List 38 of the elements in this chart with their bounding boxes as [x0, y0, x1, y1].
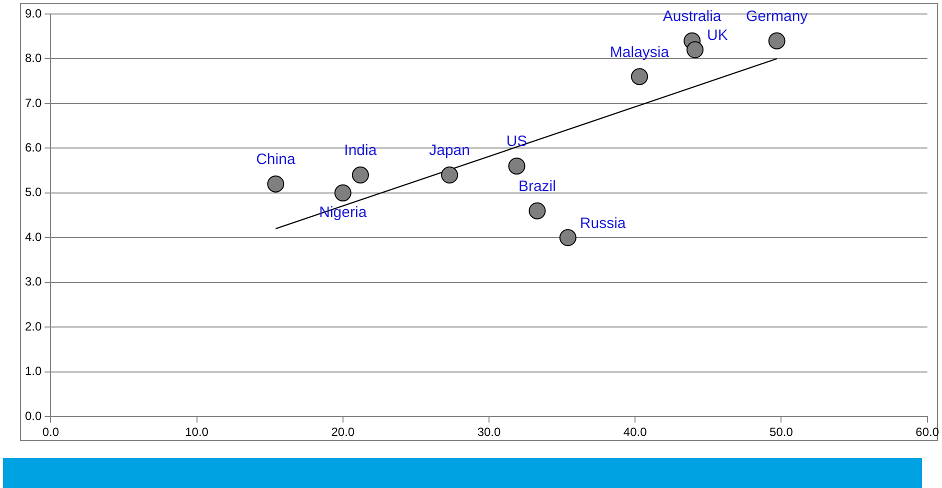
point	[334, 184, 352, 202]
point	[768, 32, 786, 50]
x-tick-label: 30.0	[477, 425, 502, 440]
data-label: Germany	[746, 8, 808, 25]
point	[630, 68, 648, 86]
y-tick-label: 3.0	[24, 274, 42, 289]
y-tick-label: 6.0	[24, 140, 42, 155]
y-tick-label: 5.0	[24, 185, 42, 200]
y-tick-label: 2.0	[24, 319, 42, 334]
y-tick-label: 9.0	[24, 6, 42, 20]
x-tick-label: 60.0	[916, 425, 940, 440]
point	[441, 166, 458, 184]
point	[528, 202, 546, 220]
data-label: Russia	[580, 214, 626, 232]
data-label: Brazil	[518, 178, 556, 195]
x-tick-label: 50.0	[770, 425, 794, 440]
x-tick-label: 40.0	[623, 425, 648, 440]
point	[267, 175, 284, 192]
data-label: UK	[707, 26, 728, 44]
point	[508, 158, 526, 175]
point	[686, 41, 704, 58]
data-label: Malaysia	[610, 44, 670, 61]
y-tick-label: 1.0	[24, 364, 42, 378]
x-tick-label: 20.0	[331, 425, 355, 440]
point	[352, 166, 369, 184]
data-label: Nigeria	[319, 204, 368, 222]
x-tick-label: 0.0	[42, 425, 60, 440]
x-tick-label: 10.0	[185, 425, 209, 440]
data-label: China	[256, 151, 296, 168]
y-tick-label: 8.0	[24, 51, 42, 66]
y-tick-label: 0.0	[24, 408, 42, 423]
y-tick-label: 7.0	[24, 96, 42, 110]
data-label: Japan	[429, 142, 470, 160]
data-label: US	[506, 133, 528, 150]
data-label: Australia	[662, 8, 722, 25]
y-tick-label: 4.0	[24, 230, 42, 244]
point	[559, 229, 576, 246]
data-label: India	[344, 142, 378, 160]
